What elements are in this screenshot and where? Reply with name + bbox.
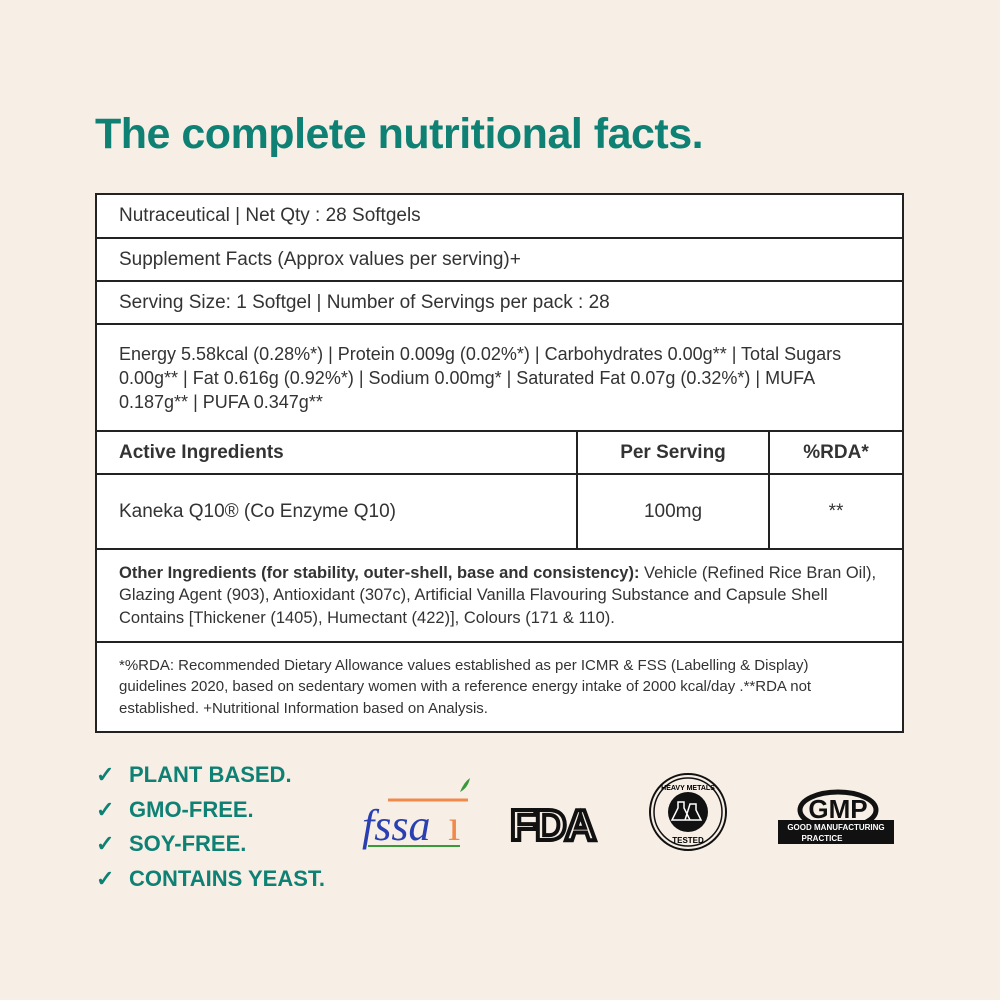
claim-label: SOY-FREE. [129,831,247,857]
fda-logo: FDA [508,799,600,852]
claim-gmo-free: ✓ GMO-FREE. [96,793,325,828]
certification-logos: fssa ı FDA HEAVY METALS TESTED GMP GOOD … [362,773,894,852]
nutrition-table: Nutraceutical | Net Qty : 28 Softgels Su… [95,193,904,733]
serving-size-row: Serving Size: 1 Softgel | Number of Serv… [97,282,902,325]
svg-text:FDA: FDA [510,801,596,850]
other-ingredients-label: Other Ingredients (for stability, outer-… [119,563,640,582]
claims-list: ✓ PLANT BASED. ✓ GMO-FREE. ✓ SOY-FREE. ✓ CON… [96,758,325,896]
net-qty-row: Nutraceutical | Net Qty : 28 Softgels [97,195,902,239]
header-active-ingredients: Active Ingredients [97,432,578,473]
footnote-row: *%RDA: Recommended Dietary Allowance val… [119,656,812,717]
fssai-logo: fssa ı [362,778,470,850]
check-icon: ✓ [96,831,115,857]
gmp-label: GMP [808,794,867,824]
gmp-logo: GMP GOOD MANUFACTURING PRACTICE [778,789,894,844]
page-title: The complete nutritional facts. [95,110,704,158]
nutrition-values-row: Energy 5.58kcal (0.28%*) | Protein 0.009… [97,325,902,432]
ingredient-name: Kaneka Q10® (Co Enzyme Q10) [97,475,578,548]
other-ingredients-text: Vehicle (Refined Rice Bran Oil), Glazing… [119,563,877,627]
header-rda: %RDA* [803,441,869,463]
gmp-sub1: GOOD MANUFACTURING [787,823,884,832]
claim-label: PLANT BASED. [129,762,292,788]
claim-contains-yeast: ✓ CONTAINS YEAST. [96,862,325,897]
claim-label: GMO-FREE. [129,796,254,822]
svg-text:fssa: fssa [362,801,430,850]
table-row: Kaneka Q10® (Co Enzyme Q10) 100mg ** [97,475,902,550]
ingredient-per-serving: 100mg [578,475,770,548]
claim-plant-based: ✓ PLANT BASED. [96,758,325,793]
check-icon: ✓ [96,762,115,788]
other-ingredients-row: Other Ingredients (for stability, outer-… [97,550,902,643]
ingredients-header-row: Active Ingredients Per Serving %RDA* [97,432,902,475]
tested-label: TESTED [672,836,704,845]
supplement-facts-row: Supplement Facts (Approx values per serv… [97,239,902,282]
svg-text:ı: ı [448,801,460,850]
check-icon: ✓ [96,796,115,822]
gmp-sub2: PRACTICE [802,834,844,843]
header-per-serving: Per Serving [578,432,770,473]
ingredient-rda: ** [828,500,844,522]
check-icon: ✓ [96,865,115,891]
claim-soy-free: ✓ SOY-FREE. [96,827,325,862]
heavy-metals-label: HEAVY METALS [661,785,715,792]
heavy-metals-tested-badge: HEAVY METALS TESTED [649,773,727,851]
claim-label: CONTAINS YEAST. [129,865,325,891]
